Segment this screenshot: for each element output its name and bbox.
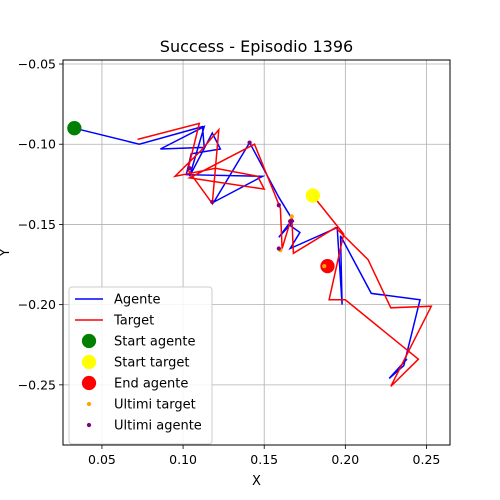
end-agente-marker: [320, 258, 335, 274]
x-tick-label: 0.25: [413, 452, 441, 467]
ultimi-agente-marker: [247, 140, 252, 145]
y-axis-label: Y: [0, 248, 13, 257]
y-tick-label: −0.05: [18, 57, 56, 72]
x-tick-label: 0.15: [250, 452, 278, 467]
legend-label: End agente: [114, 377, 188, 392]
legend-label: Start agente: [114, 335, 195, 350]
ultimi-agente-marker: [288, 219, 293, 224]
legend-label: Ultimi agente: [114, 419, 202, 434]
target-line: [137, 122, 433, 387]
ultimi-target-marker: [289, 214, 294, 219]
ultimi-agente-marker: [276, 203, 281, 208]
plot-series: [67, 121, 433, 387]
y-tick-label: −0.25: [18, 377, 56, 392]
y-tick-label: −0.20: [18, 297, 56, 312]
start-target-marker: [305, 188, 321, 203]
legend-label: Start target: [114, 356, 189, 371]
ultimi-agente-marker: [187, 166, 192, 171]
legend-swatch: [86, 401, 92, 407]
legend-swatch: [81, 375, 97, 391]
legend-label: Target: [113, 314, 154, 329]
legend-label: Agente: [114, 293, 160, 308]
y-tick-label: −0.10: [18, 137, 56, 152]
x-tick-label: 0.20: [331, 452, 359, 467]
legend-swatch: [81, 354, 97, 370]
chart-title: Success - Episodio 1396: [160, 37, 353, 56]
x-axis-label: X: [252, 474, 261, 489]
x-tick-label: 0.05: [88, 452, 116, 467]
legend: Agente Target Start agente Start target End …: [68, 286, 213, 445]
legend-swatch: [81, 333, 97, 349]
plot-frame: [62, 59, 451, 446]
ultimi-target-marker: [322, 263, 327, 269]
legend-label: Ultimi target: [114, 398, 196, 413]
axis-ticks: 0.05 0.10 0.15 0.20 0.25 −0.05 −0.10 −0.15 −0.20…: [18, 57, 441, 467]
start-agente-marker: [67, 121, 82, 136]
legend-swatch: [86, 422, 92, 428]
agente-line: [74, 125, 421, 379]
x-tick-label: 0.10: [169, 452, 197, 467]
ultimi-agente-marker: [276, 246, 281, 251]
y-tick-label: −0.15: [18, 217, 56, 232]
legend-box: [68, 286, 213, 445]
ultimi-agente-marker: [210, 199, 215, 205]
